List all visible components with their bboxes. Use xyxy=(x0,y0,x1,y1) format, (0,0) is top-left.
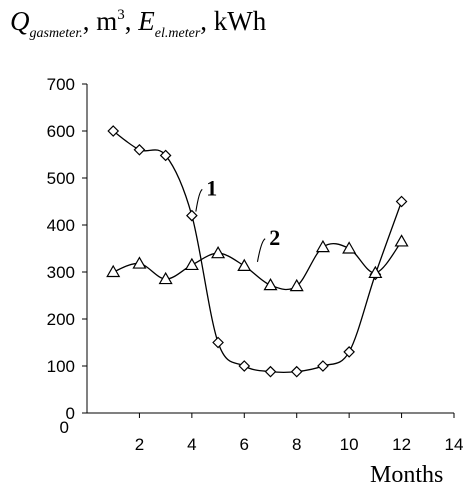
series-1-point xyxy=(317,360,329,372)
series-2-point xyxy=(368,265,383,279)
annotation-leader-line xyxy=(195,188,203,212)
series-1-annotation-label: 1 xyxy=(206,175,217,200)
series-1-point xyxy=(343,346,355,358)
series-2-point xyxy=(394,234,409,247)
series-1-point xyxy=(133,143,146,156)
series-1-point xyxy=(395,195,408,208)
series-2-point xyxy=(106,264,121,278)
x-tick-label: 12 xyxy=(392,435,411,454)
y-axis-label-unit1-superscript: 3 xyxy=(117,7,125,23)
series-2-point xyxy=(184,257,199,271)
series-1-point xyxy=(212,336,224,349)
annotations: 12 xyxy=(195,175,280,262)
y-axis-label-separator: , xyxy=(124,6,132,36)
axes xyxy=(82,83,455,418)
x-tick-label: 2 xyxy=(135,435,144,454)
y-tick-label: 500 xyxy=(47,169,75,188)
series-2-point xyxy=(158,271,173,285)
y-tick-label: 100 xyxy=(47,357,75,376)
series-2-point xyxy=(315,239,330,253)
series-2-point xyxy=(237,258,252,271)
y-tick-label: 0 xyxy=(66,404,75,423)
y-axis-label-e-symbol: E xyxy=(138,6,155,36)
y-axis-label-e-subscript: el.meter xyxy=(154,26,201,41)
y-tick-label: 700 xyxy=(47,75,75,94)
x-tick-label: 4 xyxy=(187,435,196,454)
x-tick-label: 14 xyxy=(445,435,464,454)
series-1-point xyxy=(107,125,120,137)
series-1-point xyxy=(186,209,198,222)
series-2-annotation-label: 2 xyxy=(269,225,280,250)
y-tick-label: 200 xyxy=(47,310,75,329)
series-1-line xyxy=(112,130,403,373)
y-axis-label-unit2: , kWh xyxy=(200,6,267,36)
y-tick-label: 600 xyxy=(47,122,75,141)
x-axis-label: Months xyxy=(370,462,444,488)
series-1-point xyxy=(238,360,251,372)
x-tick-label: 8 xyxy=(292,435,301,454)
series-2-point xyxy=(211,245,226,259)
origin-tick-label: 0 xyxy=(60,418,69,437)
series-2-point xyxy=(289,278,304,292)
y-axis-label-q-subscript: gasmeter. xyxy=(29,26,83,41)
series-1-point xyxy=(159,149,172,162)
series-1-point xyxy=(290,365,303,378)
series-markers xyxy=(106,125,409,378)
y-tick-label: 300 xyxy=(47,263,75,282)
series-2-point xyxy=(263,277,278,291)
y-axis-label: Qgasmeter., m3, Eel.meter, kWh xyxy=(10,4,266,43)
series-lines xyxy=(112,130,403,373)
x-tick-label: 10 xyxy=(340,435,359,454)
series-2-line xyxy=(112,241,403,291)
y-axis-label-q-symbol: Q xyxy=(10,6,30,36)
annotation-leader-line xyxy=(256,238,266,262)
x-tick-label: 6 xyxy=(240,435,249,454)
series-2-point xyxy=(132,256,147,269)
series-2-point xyxy=(342,241,357,254)
y-tick-label: 400 xyxy=(47,216,75,235)
series-1-point xyxy=(264,365,277,378)
y-axis-label-unit1: , m xyxy=(82,6,118,36)
